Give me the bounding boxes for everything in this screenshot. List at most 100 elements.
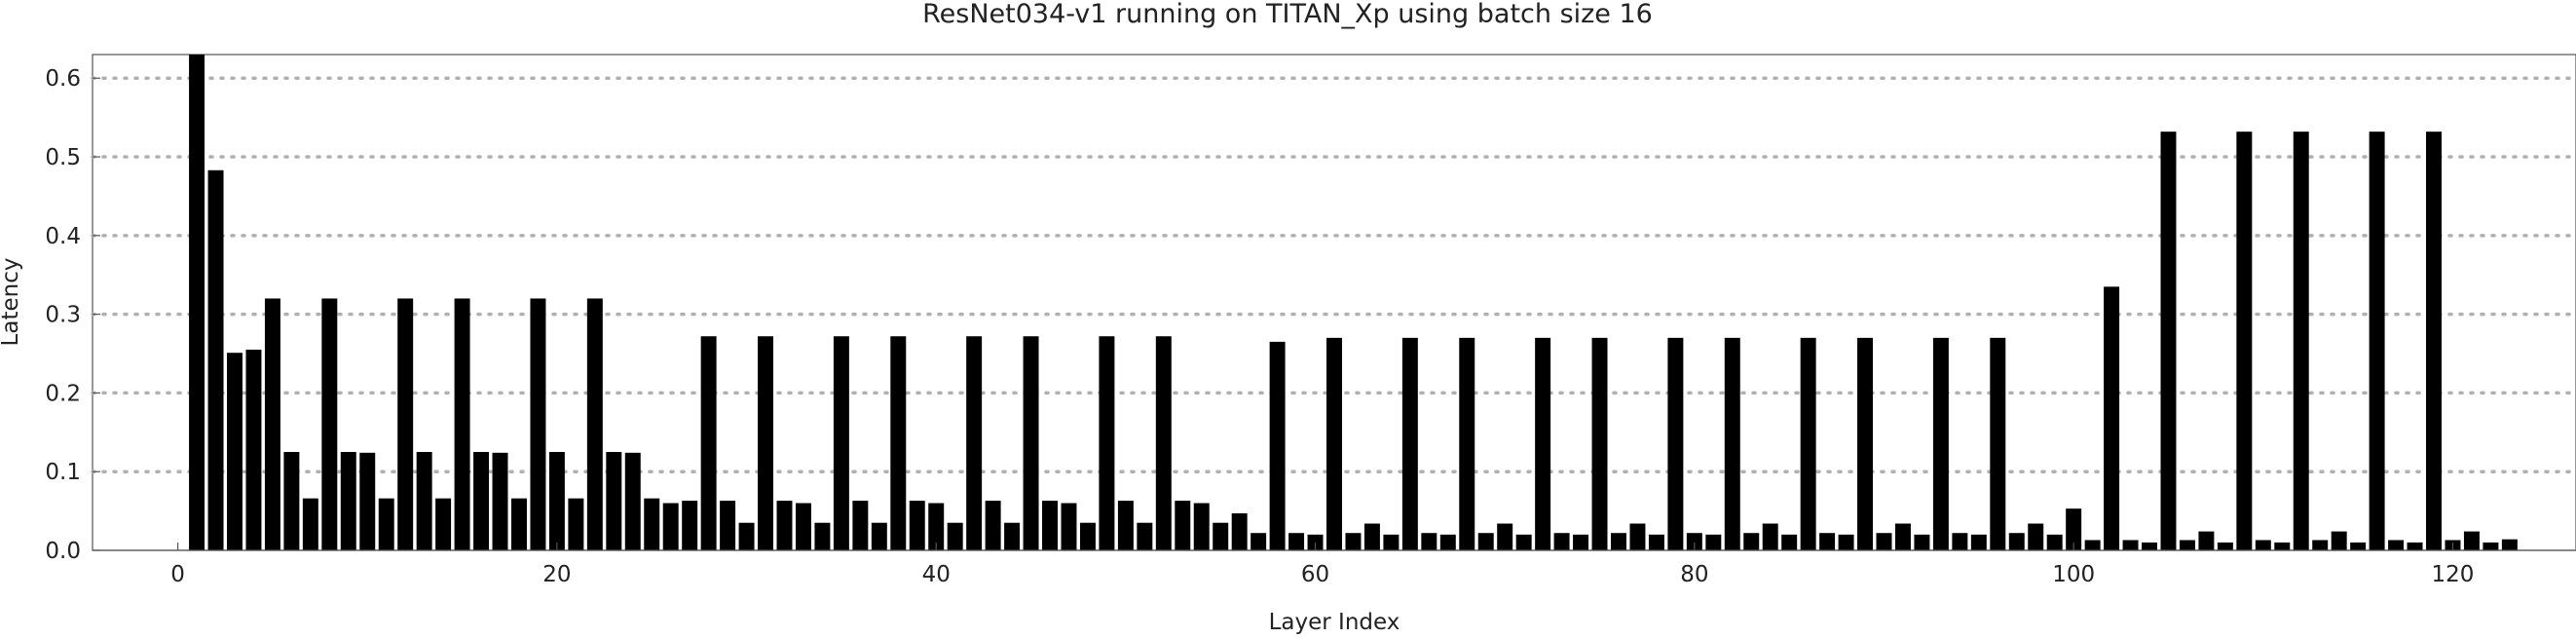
bar (416, 452, 432, 550)
bar (492, 452, 508, 550)
bar (530, 298, 546, 550)
y-tick-label: 0.0 (45, 539, 81, 564)
bar (1155, 336, 1172, 550)
x-tick-label: 100 (2052, 562, 2095, 587)
bar (1288, 533, 1305, 550)
bar (966, 336, 983, 550)
y-tick-label: 0.4 (45, 224, 81, 249)
bar (644, 498, 660, 550)
bar (662, 503, 679, 550)
bar (1648, 534, 1664, 550)
bar (1231, 513, 1248, 550)
bar (2236, 131, 2253, 550)
bar (738, 522, 755, 550)
bar (1535, 337, 1551, 550)
bar (795, 503, 811, 550)
bar (1459, 337, 1475, 550)
y-axis-label: Latency (0, 258, 23, 347)
bar (1857, 337, 1874, 550)
bars-group (93, 55, 2576, 551)
bar (1724, 337, 1740, 550)
bar (606, 452, 622, 550)
bar (1629, 523, 1646, 550)
x-axis-label: Layer Index (1269, 610, 1400, 635)
bar (2501, 539, 2518, 550)
bar (776, 501, 793, 550)
bar (1099, 336, 1115, 550)
bar (2028, 523, 2044, 550)
bar (1743, 533, 1760, 550)
bar (682, 501, 698, 550)
bar (2160, 131, 2177, 550)
bar (321, 298, 338, 550)
bar (947, 522, 963, 550)
bar (359, 452, 376, 550)
bar (2312, 540, 2329, 550)
bar (909, 501, 925, 550)
x-axis-ticks: 0 20 40 60 80 100 120 (170, 543, 2474, 587)
bar (1137, 522, 1153, 550)
x-tick-label: 20 (542, 562, 571, 587)
bar (2122, 540, 2139, 550)
bar (833, 336, 849, 550)
bar (1838, 534, 1854, 550)
bar (2217, 542, 2233, 550)
bar (1591, 337, 1608, 550)
y-tick-label: 0.2 (45, 381, 81, 406)
bar (207, 169, 224, 550)
bar (1117, 501, 1134, 550)
bar (189, 55, 205, 550)
bar (2407, 542, 2423, 550)
bar (1042, 501, 1058, 550)
bar (720, 501, 736, 550)
bar (227, 353, 243, 550)
bar (1061, 503, 1077, 550)
bar (2331, 531, 2347, 550)
bar (1894, 523, 1911, 550)
bar (1401, 337, 1418, 550)
bar (568, 498, 584, 550)
bar (2179, 540, 2195, 550)
bar (2388, 540, 2405, 550)
bar (1421, 533, 1437, 550)
x-tick-label: 80 (1680, 562, 1708, 587)
bar (1515, 534, 1532, 550)
bar (814, 522, 831, 550)
bar (510, 498, 527, 550)
bar (700, 336, 717, 550)
bar (1952, 533, 1968, 550)
bar (1213, 522, 1229, 550)
x-tick-label: 120 (2432, 562, 2475, 587)
bar (1363, 523, 1380, 550)
y-axis-ticks: 0.0 0.1 0.2 0.3 0.4 0.5 0.6 (45, 66, 100, 564)
bar (1990, 337, 2006, 550)
bar (283, 452, 300, 550)
bar (1611, 533, 1626, 550)
bar (1686, 533, 1702, 550)
bar (985, 501, 1001, 550)
bar (1553, 533, 1570, 550)
bar (1004, 522, 1021, 550)
bar (1251, 533, 1267, 550)
bar (454, 298, 470, 550)
bar (586, 298, 603, 550)
bar (928, 503, 945, 550)
bar (1383, 534, 1400, 550)
bar (871, 522, 887, 550)
bar (435, 498, 452, 550)
bar (245, 349, 262, 550)
bar (2104, 286, 2120, 550)
bar (2369, 131, 2385, 550)
bar (1307, 534, 1324, 550)
bar (2426, 131, 2442, 550)
bar (2046, 534, 2063, 550)
bar (2198, 531, 2215, 550)
bar (1970, 534, 1987, 550)
y-tick-label: 0.5 (45, 145, 81, 170)
bar (2084, 540, 2101, 550)
bar (2255, 540, 2271, 550)
bar (1762, 523, 1778, 550)
bar (1781, 534, 1798, 550)
bar (1439, 534, 1456, 550)
